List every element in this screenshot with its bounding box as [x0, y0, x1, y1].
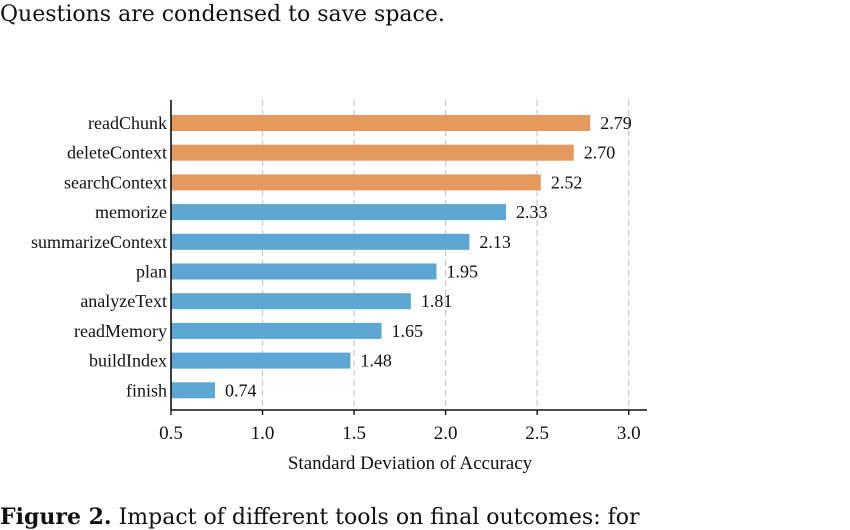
- bar-readChunk: [171, 115, 591, 131]
- category-label: deleteContext: [67, 143, 167, 163]
- bar-finish: [171, 382, 215, 399]
- category-label: plan: [136, 262, 167, 282]
- bar-summarizeContext: [171, 233, 470, 250]
- value-label: 1.95: [446, 262, 478, 282]
- x-tick-label: 0.5: [159, 423, 183, 444]
- bar-deleteContext: [171, 144, 574, 161]
- value-label: 1.65: [392, 321, 424, 341]
- category-label: readMemory: [74, 321, 167, 341]
- axes: readChunk deleteContext searchContext memor…: [31, 100, 647, 444]
- bar-plan: [171, 263, 437, 280]
- bar-searchContext: [171, 174, 541, 191]
- caption-label: Figure 2.: [0, 504, 112, 530]
- category-label: buildIndex: [89, 351, 167, 371]
- category-label: readChunk: [88, 113, 167, 133]
- value-label: 2.13: [479, 232, 511, 252]
- x-tick-label: 1.5: [342, 423, 366, 444]
- bar-buildIndex: [171, 352, 351, 369]
- bar-analyzeText: [171, 293, 411, 310]
- figure-caption: Figure 2. Impact of different tools on f…: [0, 504, 640, 530]
- bar-readMemory: [171, 322, 382, 339]
- value-label: 2.52: [551, 172, 583, 192]
- bars: 2.79 2.702.522.332.131.95 1.81 1.651.48 0.74: [171, 113, 632, 400]
- value-label: 2.79: [600, 113, 632, 133]
- x-tick-label: 1.0: [251, 423, 275, 444]
- x-tick-label: 2.0: [434, 423, 458, 444]
- x-axis-title: Standard Deviation of Accuracy: [288, 453, 533, 474]
- value-label: 1.48: [360, 351, 392, 371]
- header-text: Questions are condensed to save space.: [0, 2, 445, 27]
- bar-memorize: [171, 204, 507, 221]
- x-tick-label: 2.5: [525, 423, 549, 444]
- x-tick-label: 3.0: [617, 423, 641, 444]
- category-label: analyzeText: [80, 291, 167, 311]
- caption-text: Impact of different tools on final outco…: [118, 505, 640, 530]
- category-label: finish: [126, 380, 167, 400]
- category-label: searchContext: [64, 172, 167, 192]
- category-label: summarizeContext: [31, 232, 167, 252]
- value-label: 2.70: [584, 143, 616, 163]
- category-label: memorize: [95, 202, 167, 222]
- value-label: 0.74: [225, 380, 257, 400]
- value-label: 2.33: [516, 202, 548, 222]
- value-label: 1.81: [421, 291, 453, 311]
